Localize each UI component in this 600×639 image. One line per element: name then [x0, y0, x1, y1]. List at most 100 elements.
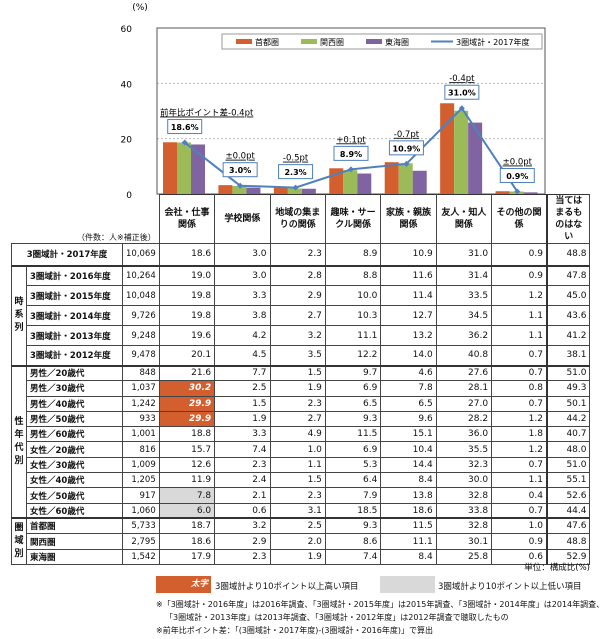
legend-label: 3圏域計・2017年度	[456, 37, 529, 47]
data-label-box	[278, 164, 314, 180]
column-header: 友人・知人関係	[435, 194, 493, 244]
table-cell: 3.0	[214, 264, 271, 286]
table-cell: 9.3	[324, 517, 382, 535]
bar-関西圏	[398, 163, 413, 194]
table-cell: 28.2	[435, 410, 493, 428]
table-cell: 28.1	[435, 380, 493, 397]
legend-high-label: 3圏域計より10ポイント以上高い項目	[215, 582, 359, 592]
table-cell: 10.9	[380, 243, 437, 266]
table-cell: 8.4	[380, 548, 437, 566]
table-cell: 11.6	[380, 264, 437, 286]
table-cell: 10.3	[324, 305, 382, 326]
table-cell: 47.8	[545, 264, 591, 286]
table-cell: 25.8	[435, 548, 493, 566]
group-label: 圏域別	[11, 517, 27, 566]
table-cell: 0.7	[491, 395, 548, 412]
table-cell: 11.5	[324, 426, 382, 443]
table-cell: 29.9	[158, 395, 216, 412]
line-point	[514, 188, 521, 195]
data-label: 3.0%	[229, 166, 251, 175]
table-cell: 45.0	[545, 285, 591, 306]
table-cell: 1.9	[269, 380, 326, 397]
table-cell: 1.2	[491, 410, 548, 428]
table-cell: 11.1	[380, 533, 437, 550]
unit-note: 単位：構成比(%)	[524, 563, 590, 573]
table-cell: 2.4	[214, 472, 271, 489]
table-cell: 1.1	[491, 305, 548, 326]
table-cell: 13.2	[380, 325, 437, 346]
row-label: 3圏域計・2012年度	[26, 345, 123, 366]
y-tick-label: 20	[121, 136, 133, 146]
bar-東海圏	[357, 173, 372, 194]
column-header: 趣味・サークル関係	[324, 194, 382, 244]
table-cell: 3.3	[214, 285, 271, 306]
table-cell: 0.7	[491, 345, 548, 366]
data-label: 2.3%	[284, 168, 306, 177]
bar-東海圏	[301, 188, 316, 194]
point-diff-label: +0.1pt	[336, 135, 366, 145]
table-cell: 6.9	[324, 441, 382, 458]
table-cell: 6.5	[324, 395, 382, 412]
table-cell: 1.5	[269, 364, 326, 382]
data-label-box	[333, 145, 369, 161]
row-label: 東海圏	[26, 548, 123, 566]
point-diff-label: -0.7pt	[394, 130, 420, 140]
table-cell: 20.1	[158, 345, 216, 366]
data-label: 10.9%	[393, 144, 421, 153]
y-tick-label: 60	[121, 25, 133, 35]
column-header: 当てはまるものはない	[545, 194, 591, 244]
table-cell: 2.3	[214, 548, 271, 566]
table-cell: 44.2	[545, 410, 591, 428]
table-row: 3圏域計・2017年度 10,069 18.6 3.0 2.3 8.9 10.9 31.0 0.…	[11, 243, 591, 266]
table-row: 男性／50歳代 933 29.9 1.9 2.7 9.3 9.6 28.2 1.2 44.2	[12, 410, 591, 428]
row-count: 1,001	[122, 426, 160, 443]
point-diff-label: ±0.0pt	[503, 158, 533, 168]
table-row: 女性／50歳代 917 7.8 2.1 2.3 7.9 13.8 32.8 0.4 52.6	[12, 487, 591, 504]
table-cell: 21.6	[158, 364, 216, 382]
table-cell: 2.5	[214, 380, 271, 397]
table-cell: 9.7	[324, 364, 382, 382]
bar-首都圏	[495, 191, 510, 194]
table-row: 東海圏 1,542 17.9 2.3 1.9 7.4 8.4 25.8 0.6 52.9	[12, 548, 591, 566]
row-count: 1,242	[122, 395, 160, 412]
table-cell: 1.8	[491, 426, 548, 443]
table-cell: 29.9	[158, 410, 216, 428]
table-cell: 6.9	[324, 380, 382, 397]
row-label: 女性／60歳代	[26, 502, 123, 519]
line-point	[292, 184, 299, 191]
table-cell: 4.2	[214, 325, 271, 346]
table-cell: 36.0	[435, 426, 493, 443]
table-cell: 13.8	[380, 487, 437, 504]
table-cell: 51.0	[545, 364, 591, 382]
table-cell: 10.4	[380, 441, 437, 458]
table-cell: 32.3	[435, 456, 493, 474]
data-label-box	[167, 119, 203, 135]
row-label: 女性／50歳代	[26, 487, 123, 504]
column-header: その他の関係	[491, 194, 548, 244]
table-cell: 0.9	[491, 264, 548, 286]
table-cell: 36.2	[435, 325, 493, 346]
table-cell: 18.5	[324, 502, 382, 519]
table-cell: 8.4	[380, 472, 437, 489]
table-cell: 51.0	[545, 456, 591, 474]
row-count: 9,478	[122, 345, 160, 366]
table-cell: 2.7	[269, 410, 326, 428]
row-label: 3圏域計・2016年度	[26, 264, 123, 286]
table-cell: 3.8	[214, 305, 271, 326]
data-label-box	[499, 168, 535, 184]
row-label: 男性／40歳代	[26, 395, 123, 412]
table-cell: 2.3	[269, 243, 326, 266]
table-cell: 17.9	[158, 548, 216, 566]
table-cell: 15.1	[380, 426, 437, 443]
table-cell: 3.2	[214, 517, 271, 535]
table-cell: 2.0	[269, 533, 326, 550]
bar-東海圏	[468, 122, 483, 194]
table-cell: 30.1	[435, 533, 493, 550]
row-count: 10,048	[122, 285, 160, 306]
table-cell: 2.8	[269, 264, 326, 286]
table-cell: 33.5	[435, 285, 493, 306]
table-cell: 1.1	[269, 456, 326, 474]
table-cell: 32.8	[435, 517, 493, 535]
table-cell: 7.9	[324, 487, 382, 504]
table-cell: 5.3	[324, 456, 382, 474]
